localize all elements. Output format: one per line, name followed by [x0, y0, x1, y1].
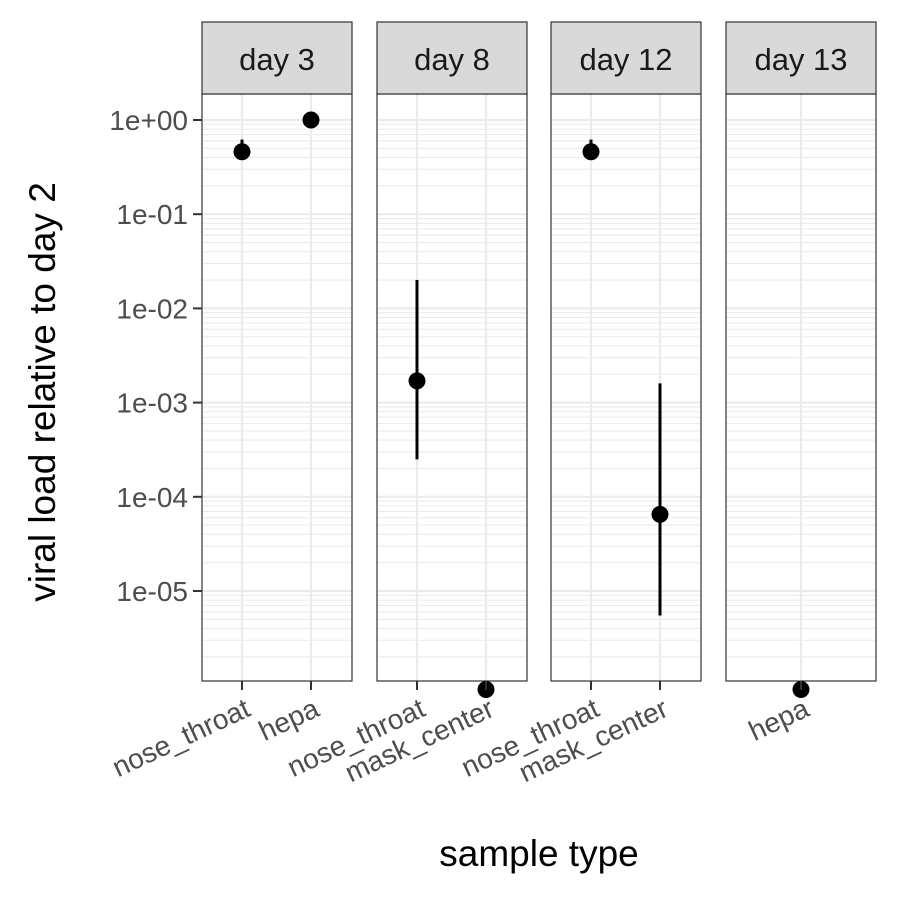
- y-tick-label: 1e-04: [116, 482, 188, 513]
- y-tick-label: 1e-05: [116, 576, 188, 607]
- y-tick-label: 1e+00: [109, 105, 188, 136]
- facet-strip: [201, 21, 353, 95]
- data-point: [233, 143, 251, 161]
- facet-strip-label: day 12: [579, 42, 672, 77]
- facet-strip-label: day 13: [754, 42, 847, 77]
- facet-strip: [550, 21, 702, 95]
- y-tick-label: 1e-01: [116, 199, 188, 230]
- data-point: [651, 505, 669, 523]
- x-tick-label: nose_throat: [107, 692, 254, 783]
- panel-background: [377, 94, 527, 681]
- y-tick-label: 1e-02: [116, 293, 188, 324]
- x-axis-title: sample type: [439, 833, 639, 874]
- y-axis-title: viral load relative to day 2: [22, 182, 63, 602]
- panel-background: [551, 94, 701, 681]
- facet-strip-label: day 8: [414, 42, 490, 77]
- x-tick-label: hepa: [744, 692, 814, 747]
- facet-strip: [725, 21, 877, 95]
- panel-background: [202, 94, 352, 681]
- data-point: [582, 143, 600, 161]
- data-point: [408, 372, 426, 390]
- y-tick-label: 1e-03: [116, 388, 188, 419]
- facet-strip: [376, 21, 528, 95]
- facet-strip-label: day 3: [239, 42, 315, 77]
- data-point: [302, 111, 320, 129]
- x-tick-label: hepa: [254, 692, 324, 747]
